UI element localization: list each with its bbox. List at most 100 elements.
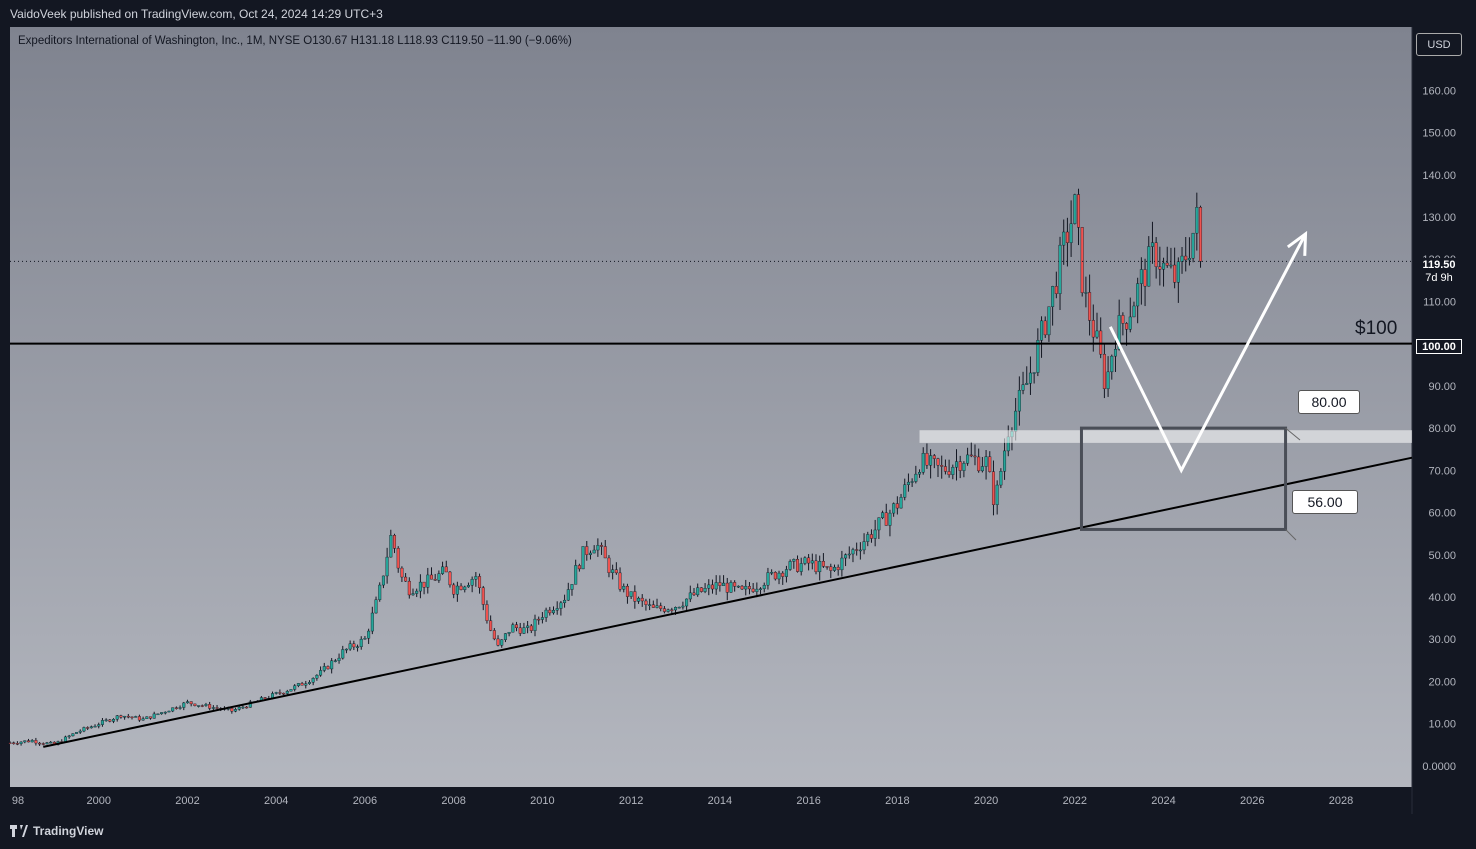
candle-body (1040, 320, 1044, 341)
candle-body (925, 453, 929, 466)
candle-body (385, 556, 389, 577)
candle-body (625, 586, 629, 597)
candle-body (470, 578, 474, 586)
candle-body (1088, 292, 1092, 321)
candle-body (596, 545, 600, 551)
x-tick-label: 98 (12, 795, 24, 807)
candle-body (947, 471, 951, 475)
currency-button[interactable]: USD (1416, 33, 1462, 56)
candle-body (411, 593, 415, 596)
candle-body (655, 605, 659, 608)
candle-body (736, 585, 740, 588)
candle-body (681, 605, 685, 608)
candle-body (588, 552, 592, 555)
upper-callout-connector (1285, 427, 1301, 441)
lower-box-callout[interactable]: 56.00 (1292, 490, 1358, 514)
candle-body (725, 582, 729, 593)
candle-body (614, 569, 618, 574)
price-chart[interactable]: 160.00150.00140.00130.00120.00110.00100.… (0, 27, 1476, 814)
candle-body (330, 660, 334, 670)
candle-body (677, 606, 681, 609)
candle-body (463, 586, 467, 590)
candle-body (1173, 264, 1177, 283)
target-box (1079, 426, 1288, 531)
candle-body (119, 715, 123, 718)
candle-body (426, 574, 430, 588)
candle-body (777, 572, 781, 580)
candle-body (969, 454, 973, 457)
candle-body (1191, 232, 1195, 259)
x-tick-label: 2024 (1151, 795, 1175, 807)
candle-body (618, 572, 622, 590)
candle-body (326, 666, 330, 670)
candle-body (459, 585, 463, 590)
candle-body (951, 467, 955, 475)
candle-body (995, 484, 999, 505)
candle-body (503, 633, 507, 640)
candle-body (666, 609, 670, 612)
candle-body (274, 692, 278, 694)
candle-body (799, 563, 803, 572)
candle-body (193, 703, 197, 707)
candle-body (1069, 223, 1073, 243)
candle-body (400, 567, 404, 578)
candle-body (984, 456, 988, 467)
candle-body (862, 541, 866, 551)
candle-body (278, 692, 282, 694)
projection-arrowhead (1286, 230, 1308, 256)
upper-box-callout[interactable]: 80.00 (1298, 390, 1360, 414)
candle-body (977, 456, 981, 472)
candle-body (1195, 207, 1199, 234)
candle-body (932, 455, 936, 459)
y-tick-label: 0.0000 (1422, 761, 1456, 773)
candle-body (903, 484, 907, 498)
candle-body (1150, 242, 1154, 247)
candle-body (444, 566, 448, 573)
candle-body (574, 565, 578, 585)
candle-body (1028, 372, 1032, 384)
price-scale (1412, 27, 1476, 814)
candle-body (559, 602, 563, 609)
candle-body (82, 727, 86, 732)
candle-body (200, 705, 204, 707)
candle-body (674, 607, 678, 611)
candle-body (611, 569, 615, 573)
x-tick-label: 2018 (885, 795, 909, 807)
candle-body (847, 553, 851, 556)
candle-body (522, 627, 526, 634)
candle-body (836, 566, 840, 571)
candle-body (26, 740, 30, 743)
candle-body (137, 716, 141, 721)
drawings (10, 230, 1413, 748)
candle-body (104, 719, 108, 722)
candle-body (884, 512, 888, 526)
candle-body (178, 707, 182, 709)
y-tick-label: 30.00 (1428, 634, 1456, 646)
y-tick-label: 40.00 (1428, 592, 1456, 604)
candle-body (359, 638, 363, 647)
candle-body (407, 580, 411, 596)
candle-body (134, 716, 138, 718)
candle-body (112, 718, 116, 722)
candle-body (1176, 261, 1180, 283)
candle-body (796, 559, 800, 572)
candle-body (966, 454, 970, 464)
candle-body (422, 581, 426, 588)
candle-body (171, 707, 175, 712)
tradingview-brand: TradingView (10, 824, 103, 838)
candle-body (156, 713, 160, 716)
candle-body (282, 692, 286, 695)
candle-body (34, 740, 38, 744)
candle-body (30, 740, 34, 743)
candle-body (766, 572, 770, 586)
y-tick-label: 10.00 (1428, 719, 1456, 731)
candle-body (832, 566, 836, 571)
candle-body (1154, 242, 1158, 267)
y-tick-label: 20.00 (1428, 676, 1456, 688)
candle-body (866, 534, 870, 542)
y-tick-label: 160.00 (1422, 85, 1456, 97)
candle-body (962, 463, 966, 471)
candle-body (285, 691, 289, 694)
candle-body (289, 689, 293, 692)
candle-body (1003, 450, 1007, 472)
